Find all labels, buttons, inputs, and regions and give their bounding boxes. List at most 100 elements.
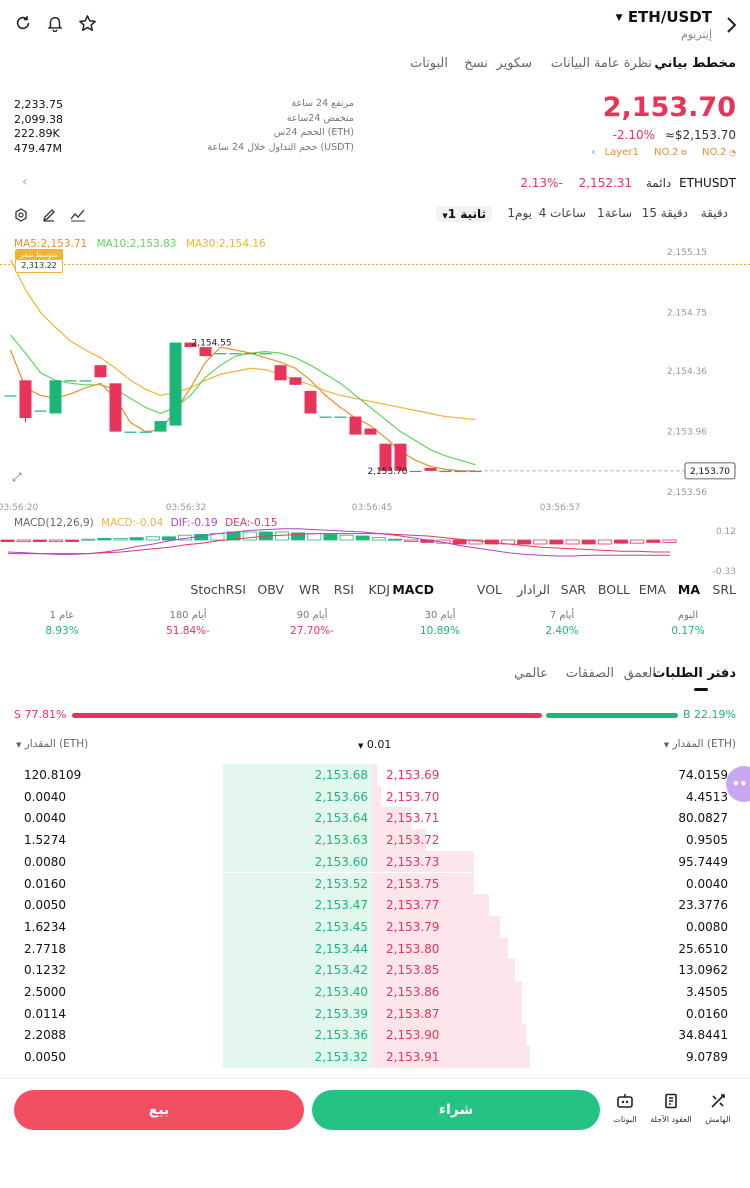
timeframe-label: 4 ساعات (538, 206, 586, 220)
ob-qty-left: 0.0050 (24, 1050, 66, 1065)
ob-row[interactable]: 2.5000 2,153.40 2,153.86 3.4505 (0, 981, 750, 1003)
usd-price: ≈$2,153.70 (664, 128, 736, 142)
ob-bid-price: 2,153.45 (314, 919, 368, 934)
ob-row[interactable]: 0.0050 2,153.32 2,153.91 9.0789 (0, 1046, 750, 1068)
ob-tick-selector[interactable]: ▼ 0.01 (358, 738, 391, 751)
perp-row[interactable]: 2.13%- 2,152.31 دائمة ETHUSDT (520, 176, 736, 190)
candle (199, 347, 212, 357)
avg-price-value: 2,313.22 (21, 261, 57, 270)
dea-line (8, 533, 670, 555)
ob-row[interactable]: 0.0050 2,153.47 2,153.77 23.3776 (0, 894, 750, 916)
ob-header-right[interactable]: ▼ المقدار (ETH) (664, 738, 736, 750)
candle (274, 365, 287, 381)
indicator-1[interactable]: EMA (638, 582, 666, 597)
candle (79, 380, 92, 382)
indicator-9[interactable]: WR (298, 582, 320, 597)
ob-row[interactable]: 0.0040 2,153.64 2,153.71 80.0827 (0, 807, 750, 830)
ob-row[interactable]: 0.1232 2,153.42 2,153.85 13.0962 (0, 959, 750, 981)
candle (109, 383, 122, 432)
indicator-icon[interactable] (68, 206, 88, 224)
candle (124, 431, 137, 433)
ob-row[interactable]: 2.2088 2,153.36 2,153.90 34.8441 (0, 1024, 750, 1047)
ob-bid-price: 2,153.60 (314, 854, 368, 869)
indicator-6[interactable]: MACD (392, 582, 434, 597)
ob-tab-0[interactable]: دفتر الطلبات (652, 666, 736, 681)
indicator-5[interactable]: VOL (476, 582, 502, 597)
performance-value: 10.89% (419, 625, 461, 637)
indicator-0[interactable]: MA (677, 582, 700, 597)
main-tab-5[interactable]: البوتات (409, 56, 448, 71)
nav-margin[interactable]: الهامش (700, 1093, 736, 1124)
pair-selector[interactable]: ▼ ETH/USDT إيثريوم (616, 8, 712, 41)
ob-row[interactable]: 0.0160 2,153.52 2,153.75 0.0040 (0, 872, 750, 895)
price-chart[interactable]: 2,155.15 2,154.75 2,154.36 2,153.96 2,153.56… (0, 232, 750, 512)
nav-futures[interactable]: العقود الآجلة (648, 1093, 694, 1124)
expand-icon[interactable]: ⤢ (12, 470, 22, 484)
ob-bid-price: 2,153.42 (314, 963, 368, 978)
srl-tab[interactable]: SRL (712, 582, 736, 597)
margin-icon (711, 1094, 725, 1108)
back-chevron-icon[interactable] (720, 12, 742, 38)
indicator-3[interactable]: SAR (560, 582, 586, 597)
main-tab-0[interactable]: مخطط بياني (654, 56, 736, 71)
timeframe-5[interactable]: ▼1 ثانية (436, 206, 492, 222)
ob-tab-2[interactable]: الصفقات (565, 666, 614, 681)
ob-row[interactable]: 2.7718 2,153.44 2,153.80 25.6510 (0, 937, 750, 960)
timeframe-4[interactable]: 1يوم (507, 206, 532, 220)
macd-bar (162, 536, 176, 541)
indicator-2[interactable]: BOLL (597, 582, 630, 597)
candle (469, 470, 482, 473)
ob-row[interactable]: 0.0040 2,153.66 2,153.70 4.4513 (0, 785, 750, 808)
timeframe-0[interactable]: دقيقة (701, 206, 728, 220)
ob-qty-left: 0.0160 (24, 876, 66, 891)
ob-row[interactable]: 120.8109 2,153.68 2,153.69 74.0159 (0, 764, 750, 786)
timeframe-label: 1 ثانية (447, 207, 486, 221)
ob-header-left[interactable]: ▼ المقدار (ETH) (16, 738, 88, 750)
x-tick-label: 03:56:45 (352, 503, 392, 512)
ma10-line (10, 334, 476, 466)
macd-bar (597, 539, 612, 545)
low-label: 2,153.70 (367, 467, 407, 477)
tag-no2-b[interactable]: NO.2 (701, 147, 727, 158)
timeframe-2[interactable]: 1ساعة (597, 206, 632, 220)
main-tab-1[interactable]: نظرة عامة (593, 56, 652, 71)
chart-settings-icon[interactable] (12, 206, 30, 224)
ob-qty-left: 0.0040 (24, 811, 66, 826)
ob-row[interactable]: 1.6234 2,153.45 2,153.79 0.0080 (0, 915, 750, 938)
assistant-bubble-icon[interactable]: •• (726, 766, 750, 802)
refresh-icon[interactable] (12, 12, 34, 34)
chevron-left-icon[interactable]: ‹ (591, 147, 596, 158)
nav-bots[interactable]: البوتات (608, 1093, 642, 1124)
ob-tab-3[interactable]: عالمي (513, 666, 548, 681)
main-tab-2[interactable]: البيانات (550, 56, 590, 71)
sell-ratio: S 77.81% (14, 708, 67, 721)
ob-row[interactable]: 0.0080 2,153.60 2,153.73 95.7449 (0, 850, 750, 873)
indicator-10[interactable]: OBV (257, 582, 284, 597)
buy-button[interactable]: شراء (312, 1090, 600, 1130)
candle (289, 377, 302, 385)
main-tab-3[interactable]: سكوير (496, 56, 532, 71)
ob-row[interactable]: 0.0114 2,153.39 2,153.87 0.0160 (0, 1002, 750, 1025)
timeframe-3[interactable]: 4 ساعات (539, 206, 586, 220)
draw-pencil-icon[interactable] (40, 206, 58, 224)
indicator-7[interactable]: KDJ (368, 582, 390, 597)
indicator-11[interactable]: StochRSI (190, 582, 246, 597)
performance-item: اليوم 0.17% (643, 610, 733, 637)
tag-layer1[interactable]: Layer1 (604, 147, 639, 158)
ob-tab-1[interactable]: العمق (623, 666, 656, 681)
candle (334, 416, 347, 418)
tag-no2-a[interactable]: NO.2 (654, 147, 679, 158)
indicator-4[interactable]: الرادار (517, 582, 550, 597)
bell-icon[interactable] (44, 12, 66, 34)
performance-label: 7 أيام (549, 610, 575, 621)
macd-bar (646, 539, 661, 543)
perp-chevron-icon[interactable]: ‹ (22, 174, 28, 190)
timeframe-1[interactable]: 15 دقيقة (642, 206, 688, 220)
ob-row[interactable]: 1.5274 2,153.63 2,153.72 0.9505 (0, 829, 750, 851)
macd-bar (517, 539, 532, 545)
sell-button[interactable]: بيع (14, 1090, 304, 1130)
main-tab-4[interactable]: نسخ (464, 56, 488, 71)
indicator-8[interactable]: RSI (333, 582, 354, 597)
star-icon[interactable] (76, 12, 98, 34)
ob-bid-price: 2,153.64 (314, 811, 368, 826)
